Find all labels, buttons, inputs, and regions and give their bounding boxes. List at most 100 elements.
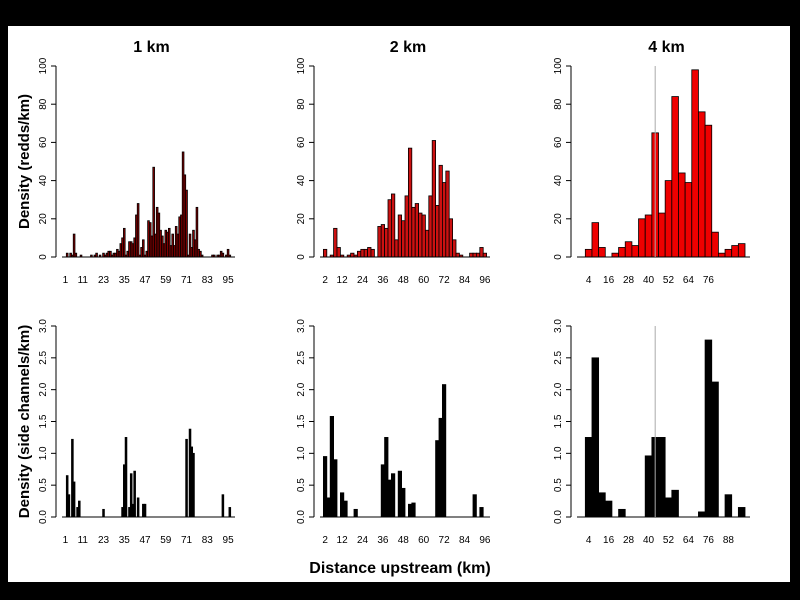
bar xyxy=(387,199,392,258)
bar xyxy=(472,494,477,518)
x-tick-label: 16 xyxy=(603,535,615,546)
x-tick-label: 23 xyxy=(98,535,110,546)
bar xyxy=(397,214,403,258)
x-tick-label: 95 xyxy=(223,275,235,286)
bar xyxy=(370,248,375,258)
bar xyxy=(136,497,140,518)
y-tick-label: 1.5 xyxy=(296,414,307,428)
bar xyxy=(407,503,413,518)
y-tick-label: 100 xyxy=(553,57,564,74)
y-tick-label: 1.0 xyxy=(553,446,564,460)
x-tick-label: 12 xyxy=(337,535,349,546)
bar xyxy=(74,252,78,258)
y-tick-label: 40 xyxy=(553,175,564,187)
x-tick-label: 71 xyxy=(181,535,193,546)
bar xyxy=(435,205,440,258)
x-tick-label: 96 xyxy=(479,275,491,286)
bar xyxy=(394,239,399,258)
bar xyxy=(363,248,369,258)
bar xyxy=(142,239,145,258)
x-tick-label: 12 xyxy=(337,275,349,286)
x-tick-label: 83 xyxy=(202,275,214,286)
x-tick-label: 4 xyxy=(586,275,592,286)
bar xyxy=(133,470,136,518)
bar xyxy=(380,464,386,518)
bar xyxy=(353,508,358,518)
bar xyxy=(356,250,362,258)
y-tick-label: 60 xyxy=(38,136,49,148)
bar xyxy=(469,252,474,258)
bar xyxy=(479,507,484,518)
y-tick-label: 0 xyxy=(38,254,49,260)
x-tick-label: 1 xyxy=(63,535,69,546)
bar xyxy=(343,500,348,518)
x-tick-label: 35 xyxy=(119,535,131,546)
bar xyxy=(618,247,626,258)
bar xyxy=(591,357,600,518)
bar xyxy=(604,500,613,518)
x-tick-label: 64 xyxy=(683,535,695,546)
x-tick-label: 52 xyxy=(663,275,675,286)
x-tick-label: 48 xyxy=(398,535,410,546)
x-tick-label: 1 xyxy=(63,275,69,286)
bar xyxy=(390,473,396,518)
bar xyxy=(390,193,396,258)
x-tick-label: 88 xyxy=(723,535,735,546)
y-tick-label: 80 xyxy=(38,98,49,110)
y-tick-label: 0.0 xyxy=(296,510,307,524)
x-tick-label: 28 xyxy=(623,275,635,286)
y-tick-label: 1.0 xyxy=(38,446,49,460)
y-tick-label: 80 xyxy=(553,98,564,110)
x-tick-label: 11 xyxy=(78,275,89,286)
bar xyxy=(102,508,105,518)
bar xyxy=(671,96,679,258)
bar xyxy=(591,222,600,258)
bar xyxy=(611,252,619,258)
y-tick-label: 0.0 xyxy=(38,510,49,524)
x-tick-label: 59 xyxy=(160,535,172,546)
y-tick-label: 100 xyxy=(296,57,307,74)
x-tick-label: 59 xyxy=(160,275,172,286)
bar xyxy=(452,239,457,258)
bar xyxy=(407,147,413,258)
bar xyxy=(684,182,693,258)
y-tick-label: 40 xyxy=(38,175,49,187)
panel-title: 2 km xyxy=(390,39,426,56)
bar xyxy=(698,511,706,518)
bar xyxy=(638,218,646,258)
bar xyxy=(95,252,98,258)
y-tick-label: 3.0 xyxy=(553,319,564,333)
bar xyxy=(377,226,382,258)
bar xyxy=(737,243,746,258)
bar xyxy=(367,247,372,258)
bar xyxy=(424,229,430,258)
y-tick-label: 2.0 xyxy=(553,382,564,396)
x-tick-label: 96 xyxy=(479,535,491,546)
bar xyxy=(717,252,726,258)
bar xyxy=(322,248,328,258)
bar xyxy=(360,248,365,258)
x-tick-label: 36 xyxy=(377,535,389,546)
bar xyxy=(711,381,719,518)
x-tick-label: 47 xyxy=(139,535,151,546)
bar xyxy=(691,69,699,258)
bar xyxy=(185,189,188,258)
y-tick-label: 2.5 xyxy=(553,350,564,364)
bar xyxy=(411,206,416,258)
x-axis-title: Distance upstream (km) xyxy=(309,560,490,577)
bar xyxy=(428,195,433,258)
y-tick-label: 20 xyxy=(296,213,307,225)
bar xyxy=(658,437,666,518)
bar xyxy=(431,140,437,258)
y-axis-title: Density (side channels/km) xyxy=(16,325,33,518)
bar xyxy=(401,487,406,518)
plot-area: 0 20 40 60 80 100 1 11 23 35 47 59 71 83 95 1 km Density… xyxy=(8,26,790,582)
bar xyxy=(664,180,673,258)
bar xyxy=(482,252,488,258)
y-tick-label: 2.0 xyxy=(296,382,307,396)
bar xyxy=(479,247,484,258)
bar xyxy=(397,470,403,518)
x-tick-label: 60 xyxy=(418,535,430,546)
